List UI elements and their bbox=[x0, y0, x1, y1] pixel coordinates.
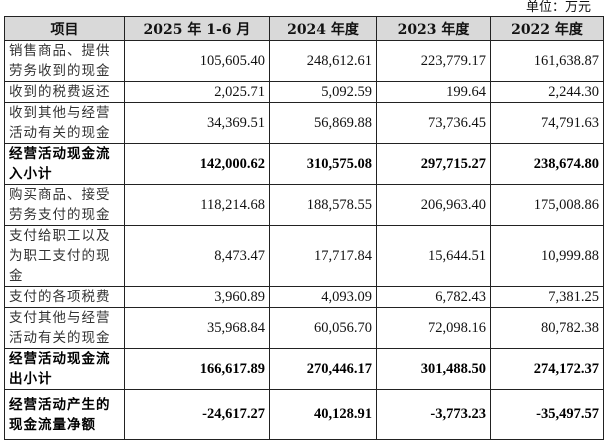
row-value: -24,617.27 bbox=[124, 389, 270, 440]
row-value: 2,244.30 bbox=[490, 81, 604, 103]
row-label: 支付给职工以及为职工支付的现金 bbox=[4, 225, 125, 287]
unit-label: 单位：万元 bbox=[525, 0, 591, 15]
header-2025h1: 2025 年 1-6 月 bbox=[124, 16, 270, 41]
row-value: 5,092.59 bbox=[269, 81, 377, 103]
row-value: 161,638.87 bbox=[490, 40, 604, 82]
row-value: 175,008.86 bbox=[490, 184, 604, 226]
row-value: 297,715.27 bbox=[376, 143, 491, 185]
header-2023: 2023 年度 bbox=[376, 16, 491, 41]
table-row: 支付给职工以及为职工支付的现金 8,473.47 17,717.84 15,644.5… bbox=[4, 225, 604, 287]
row-value: 310,575.08 bbox=[269, 143, 377, 185]
row-label: 收到的税费返还 bbox=[4, 81, 125, 103]
row-value: 206,963.40 bbox=[376, 184, 491, 226]
row-value: 6,782.43 bbox=[376, 286, 491, 308]
table-row: 销售商品、提供劳务收到的现金 105,605.40 248,612.61 223,77… bbox=[4, 40, 604, 82]
row-value: 40,128.91 bbox=[269, 389, 377, 440]
row-label: 收到其他与经营活动有关的现金 bbox=[4, 102, 125, 144]
row-value: 248,612.61 bbox=[269, 40, 377, 82]
row-value: 2,025.71 bbox=[124, 81, 270, 103]
row-label: 经营活动现金流出小计 bbox=[4, 348, 125, 390]
row-value: 166,617.89 bbox=[124, 348, 270, 390]
table-row: 购买商品、接受劳务支付的现金 118,214.68 188,578.55 206,96… bbox=[4, 184, 604, 226]
row-label: 支付的各项税费 bbox=[4, 286, 125, 308]
row-value: 4,093.09 bbox=[269, 286, 377, 308]
table-row: 支付的各项税费 3,960.89 4,093.09 6,782.43 7,381.25 bbox=[4, 286, 604, 308]
header-2022: 2022 年度 bbox=[490, 16, 604, 41]
table-row: 经营活动现金流出小计 166,617.89 270,446.17 301,488.50… bbox=[4, 348, 604, 390]
row-label: 购买商品、接受劳务支付的现金 bbox=[4, 184, 125, 226]
row-value: 223,779.17 bbox=[376, 40, 491, 82]
row-value: 15,644.51 bbox=[376, 225, 491, 287]
row-value: 56,869.88 bbox=[269, 102, 377, 144]
row-value: 118,214.68 bbox=[124, 184, 270, 226]
header-row: 项目 2025 年 1-6 月 2024 年度 2023 年度 2022 年度 bbox=[4, 16, 604, 41]
row-value: 7,381.25 bbox=[490, 286, 604, 308]
row-value: 188,578.55 bbox=[269, 184, 377, 226]
row-value: 74,791.63 bbox=[490, 102, 604, 144]
row-label: 经营活动现金流入小计 bbox=[4, 143, 125, 185]
row-value: 270,446.17 bbox=[269, 348, 377, 390]
table-row: 支付其他与经营活动有关的现金 35,968.84 60,056.70 72,098.1… bbox=[4, 307, 604, 349]
row-value: 3,960.89 bbox=[124, 286, 270, 308]
header-2024: 2024 年度 bbox=[269, 16, 377, 41]
row-value: 142,000.62 bbox=[124, 143, 270, 185]
row-value: 35,968.84 bbox=[124, 307, 270, 349]
row-label: 支付其他与经营活动有关的现金 bbox=[4, 307, 125, 349]
row-value: 60,056.70 bbox=[269, 307, 377, 349]
row-value: 73,736.45 bbox=[376, 102, 491, 144]
row-value: -3,773.23 bbox=[376, 389, 491, 440]
row-value: 34,369.51 bbox=[124, 102, 270, 144]
row-value: -35,497.57 bbox=[490, 389, 604, 440]
row-value: 238,674.80 bbox=[490, 143, 604, 185]
table-row: 收到的税费返还 2,025.71 5,092.59 199.64 2,244.30 bbox=[4, 81, 604, 103]
header-item: 项目 bbox=[4, 16, 125, 41]
row-label: 经营活动产生的现金流量净额 bbox=[4, 389, 125, 440]
row-value: 10,999.88 bbox=[490, 225, 604, 287]
row-value: 72,098.16 bbox=[376, 307, 491, 349]
cash-flow-table: 项目 2025 年 1-6 月 2024 年度 2023 年度 2022 年度 … bbox=[4, 16, 604, 440]
table-row: 经营活动现金流入小计 142,000.62 310,575.08 297,715.27… bbox=[4, 143, 604, 185]
table-row: 收到其他与经营活动有关的现金 34,369.51 56,869.88 73,736.4… bbox=[4, 102, 604, 144]
row-value: 105,605.40 bbox=[124, 40, 270, 82]
table-row: 经营活动产生的现金流量净额 -24,617.27 40,128.91 -3,773.2… bbox=[4, 389, 604, 440]
row-value: 17,717.84 bbox=[269, 225, 377, 287]
row-label: 销售商品、提供劳务收到的现金 bbox=[4, 40, 125, 82]
row-value: 8,473.47 bbox=[124, 225, 270, 287]
row-value: 274,172.37 bbox=[490, 348, 604, 390]
row-value: 301,488.50 bbox=[376, 348, 491, 390]
row-value: 80,782.38 bbox=[490, 307, 604, 349]
row-value: 199.64 bbox=[376, 81, 491, 103]
